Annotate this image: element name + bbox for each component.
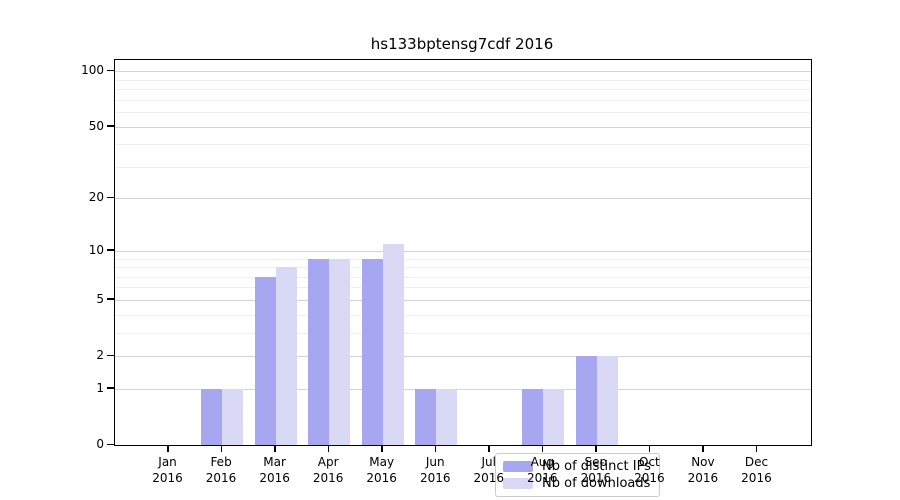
gridline-minor xyxy=(115,89,811,91)
x-tick-mark xyxy=(274,445,276,452)
gridline-minor xyxy=(115,166,811,168)
bar-nb-of-downloads-aug xyxy=(543,388,565,445)
bar-nb-of-distinct-ips-jun xyxy=(415,388,437,445)
y-tick-mark xyxy=(107,443,114,445)
gridline-major xyxy=(115,299,811,301)
bar-nb-of-distinct-ips-feb xyxy=(201,388,223,445)
x-tick-label: Oct 2016 xyxy=(634,455,665,485)
legend-swatch-distinct-ips xyxy=(503,461,533,472)
x-tick-label: Feb 2016 xyxy=(205,455,237,485)
x-tick-label: Jul 2016 xyxy=(473,455,505,485)
x-tick-label: Aug 2016 xyxy=(527,455,558,485)
legend: Nb of distinct IPs Nb of downloads xyxy=(495,453,660,497)
bar-nb-of-downloads-apr xyxy=(329,258,351,445)
x-tick-label: May 2016 xyxy=(366,455,397,485)
gridline-minor xyxy=(115,112,811,114)
bar-nb-of-distinct-ips-sep xyxy=(575,356,597,445)
y-tick-mark xyxy=(107,69,114,72)
y-tick-mark xyxy=(107,387,114,389)
y-tick-label: 50 xyxy=(88,118,104,133)
bar-nb-of-downloads-may xyxy=(382,243,404,445)
x-tick-mark xyxy=(595,445,597,452)
gridline-minor xyxy=(115,276,811,278)
gridline-major xyxy=(115,388,811,390)
y-tick-label: 1 xyxy=(96,380,104,395)
legend-item-downloads: Nb of downloads xyxy=(503,475,653,492)
legend-label-downloads: Nb of downloads xyxy=(542,476,651,491)
bar-nb-of-downloads-feb xyxy=(222,388,244,445)
gridline-major xyxy=(115,198,811,200)
x-tick-mark xyxy=(755,445,758,452)
y-tick-label: 100 xyxy=(81,63,104,78)
gridline-minor xyxy=(115,267,811,269)
y-tick-label: 0 xyxy=(96,437,104,451)
x-tick-mark xyxy=(167,445,169,452)
x-tick-mark xyxy=(327,445,330,452)
y-tick-mark xyxy=(107,354,114,357)
gridline-minor xyxy=(115,258,811,260)
bar-nb-of-downloads-jun xyxy=(436,388,458,445)
x-tick-label: Nov 2016 xyxy=(687,455,719,485)
x-tick-label: Mar 2016 xyxy=(259,455,290,485)
y-tick-mark xyxy=(107,125,114,127)
bar-nb-of-distinct-ips-apr xyxy=(308,258,330,445)
bar-nb-of-downloads-mar xyxy=(275,267,297,445)
x-tick-mark xyxy=(220,445,223,452)
x-tick-mark xyxy=(702,445,704,452)
bar-nb-of-downloads-sep xyxy=(596,356,618,445)
gridline-major xyxy=(115,250,811,252)
x-tick-mark xyxy=(648,445,651,452)
x-tick-label: Apr 2016 xyxy=(312,455,344,485)
legend-swatch-downloads xyxy=(503,478,533,489)
gridline-minor xyxy=(115,314,811,316)
bar-nb-of-distinct-ips-aug xyxy=(522,388,544,445)
gridline-major xyxy=(115,126,811,128)
bar-nb-of-distinct-ips-mar xyxy=(254,276,276,445)
y-tick-label: 2 xyxy=(96,348,104,363)
plot-area: Nb of distinct IPs Nb of downloads xyxy=(114,59,812,497)
y-tick-mark xyxy=(107,196,114,199)
y-tick-mark xyxy=(107,249,114,251)
x-tick-mark xyxy=(381,445,383,452)
bar-nb-of-distinct-ips-may xyxy=(361,258,383,445)
gridline-minor xyxy=(115,144,811,146)
gridline-minor xyxy=(115,287,811,289)
legend-item-distinct-ips: Nb of distinct IPs xyxy=(503,458,653,475)
legend-label-distinct-ips: Nb of distinct IPs xyxy=(542,459,651,474)
chart-title: hs133bptensg7cdf 2016 xyxy=(370,35,554,53)
gridline-minor xyxy=(115,79,811,81)
x-tick-label: Sep 2016 xyxy=(580,455,612,485)
y-tick-label: 5 xyxy=(96,291,104,306)
gridline-major xyxy=(115,356,811,358)
gridline-minor xyxy=(115,99,811,101)
x-tick-label: Jun 2016 xyxy=(419,455,451,485)
y-tick-mark xyxy=(107,298,114,300)
x-tick-label: Jan 2016 xyxy=(152,455,183,485)
x-tick-label: Dec 2016 xyxy=(741,455,772,485)
x-tick-mark xyxy=(488,445,490,452)
gridline-minor xyxy=(115,332,811,334)
gridline-major xyxy=(115,71,811,73)
y-tick-label: 20 xyxy=(88,190,104,205)
y-tick-label: 10 xyxy=(88,242,104,257)
x-tick-mark xyxy=(434,445,437,452)
x-tick-mark xyxy=(541,445,544,452)
